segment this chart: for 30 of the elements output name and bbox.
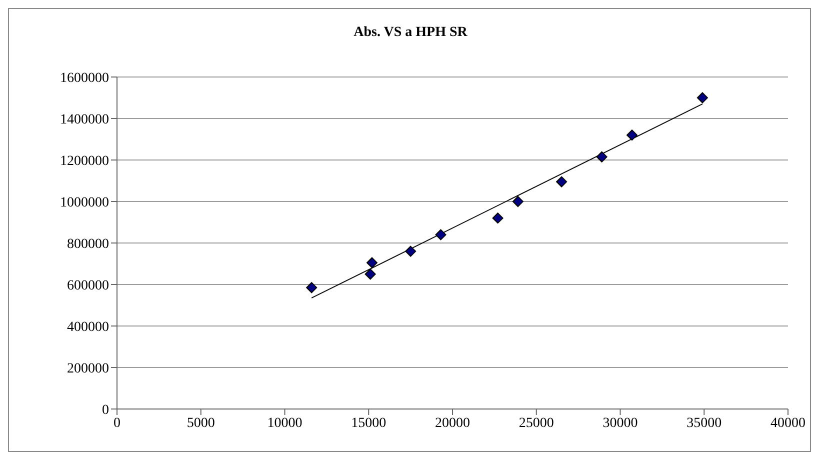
y-tick-label: 1600000 (60, 70, 109, 86)
x-tick-label: 10000 (267, 416, 302, 431)
point (435, 229, 446, 240)
point (366, 257, 378, 268)
x-tick-label: 40000 (770, 416, 806, 431)
point (596, 151, 608, 162)
y-tick-label: 200000 (67, 361, 109, 376)
point (512, 196, 524, 207)
y-tick-label: 1000000 (60, 195, 109, 210)
y-tick-label: 400000 (67, 320, 109, 335)
x-tick-label: 15000 (351, 416, 386, 431)
x-tick-label: 0 (114, 416, 120, 431)
point (306, 282, 318, 294)
chart-title: Abs. VS a HPH SR (352, 25, 468, 41)
y-tick-label: 600000 (67, 278, 109, 294)
point (405, 246, 416, 257)
point (492, 212, 504, 224)
y-tick-label: 800000 (67, 236, 109, 252)
x-tick-label: 5000 (186, 416, 215, 431)
x-tick-label: 20000 (435, 416, 470, 431)
point (556, 176, 568, 188)
x-tick-label: 35000 (686, 416, 722, 431)
y-tick-label: 1200000 (60, 154, 109, 169)
y-tick-label: 0 (102, 402, 109, 418)
x-tick-label: 30000 (602, 416, 638, 431)
y-tick-label: 1400000 (60, 112, 109, 128)
point (364, 268, 376, 280)
x-tick-label: 25000 (518, 416, 554, 431)
point (626, 130, 638, 141)
point (696, 92, 708, 104)
